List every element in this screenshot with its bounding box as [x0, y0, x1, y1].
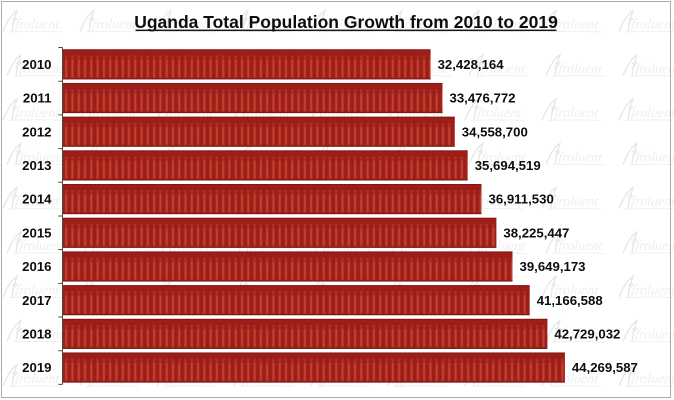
svg-text:2018: 2018 — [22, 327, 51, 342]
svg-text:2017: 2017 — [22, 293, 51, 308]
svg-text:2010: 2010 — [22, 57, 51, 72]
svg-text:2015: 2015 — [22, 225, 51, 240]
svg-text:33,476,772: 33,476,772 — [450, 91, 516, 106]
svg-text:2014: 2014 — [22, 192, 52, 207]
svg-text:Uganda Total Population Growth: Uganda Total Population Growth from 2010… — [134, 12, 558, 32]
svg-text:44,269,587: 44,269,587 — [572, 360, 638, 375]
svg-text:34,558,700: 34,558,700 — [462, 124, 528, 139]
svg-text:2011: 2011 — [23, 91, 52, 106]
svg-text:35,694,519: 35,694,519 — [475, 158, 541, 173]
svg-text:2019: 2019 — [22, 360, 51, 375]
svg-text:38,225,447: 38,225,447 — [503, 225, 569, 240]
svg-text:36,911,530: 36,911,530 — [489, 192, 554, 207]
svg-text:2016: 2016 — [22, 259, 51, 274]
svg-text:32,428,164: 32,428,164 — [438, 57, 505, 72]
svg-text:39,649,173: 39,649,173 — [520, 259, 586, 274]
svg-text:2012: 2012 — [22, 124, 51, 139]
svg-text:41,166,588: 41,166,588 — [537, 293, 603, 308]
svg-text:42,729,032: 42,729,032 — [554, 327, 620, 342]
svg-text:2013: 2013 — [22, 158, 51, 173]
